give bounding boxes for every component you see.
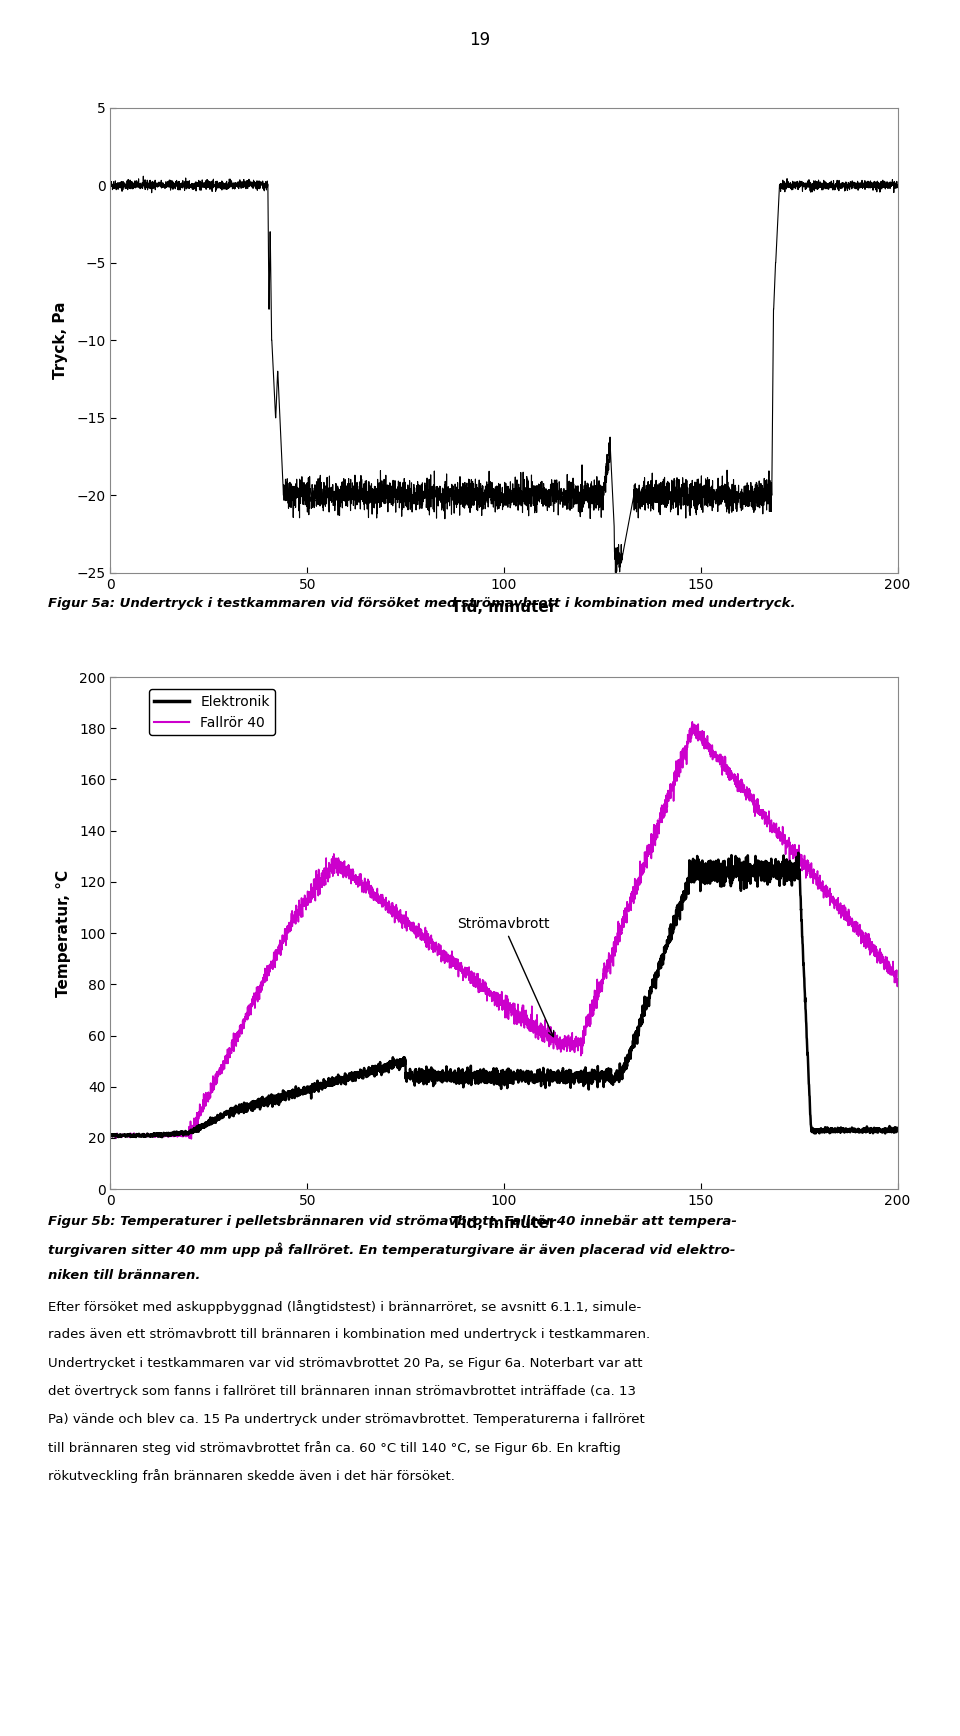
Text: Strömavbrott: Strömavbrott xyxy=(457,917,554,1036)
Text: det övertryck som fanns i fallröret till brännaren innan strömavbrottet inträffa: det övertryck som fanns i fallröret till… xyxy=(48,1385,636,1397)
X-axis label: Tid, minuter: Tid, minuter xyxy=(451,1217,557,1231)
Text: Pa) vände och blev ca. 15 Pa undertryck under strömavbrottet. Temperaturerna i f: Pa) vände och blev ca. 15 Pa undertryck … xyxy=(48,1413,645,1425)
Text: Figur 5a: Undertryck i testkammaren vid försöket med strömavbrott i kombination : Figur 5a: Undertryck i testkammaren vid … xyxy=(48,597,796,609)
Y-axis label: Tryck, Pa: Tryck, Pa xyxy=(53,302,68,378)
X-axis label: Tid, minuter: Tid, minuter xyxy=(451,601,557,615)
Text: rades även ett strömavbrott till brännaren i kombination med undertryck i testka: rades även ett strömavbrott till brännar… xyxy=(48,1328,650,1342)
Text: Undertrycket i testkammaren var vid strömavbrottet 20 Pa, se Figur 6a. Noterbart: Undertrycket i testkammaren var vid strö… xyxy=(48,1356,642,1370)
Text: turgivaren sitter 40 mm upp på fallröret. En temperaturgivare är även placerad v: turgivaren sitter 40 mm upp på fallröret… xyxy=(48,1243,735,1257)
Text: Efter försöket med askuppbyggnad (långtidstest) i brännarröret, se avsnitt 6.1.1: Efter försöket med askuppbyggnad (långti… xyxy=(48,1300,641,1314)
Text: rökutveckling från brännaren skedde även i det här försöket.: rökutveckling från brännaren skedde även… xyxy=(48,1469,455,1483)
Legend: Elektronik, Fallrör 40: Elektronik, Fallrör 40 xyxy=(149,689,276,734)
Text: 19: 19 xyxy=(469,31,491,49)
Text: niken till brännaren.: niken till brännaren. xyxy=(48,1269,201,1281)
Text: till brännaren steg vid strömavbrottet från ca. 60 °C till 140 °C, se Figur 6b. : till brännaren steg vid strömavbrottet f… xyxy=(48,1441,621,1455)
Y-axis label: Temperatur, °C: Temperatur, °C xyxy=(56,870,71,996)
Text: Figur 5b: Temperaturer i pelletsbrännaren vid strömavbrott. Fallrör 40 innebär a: Figur 5b: Temperaturer i pelletsbrännare… xyxy=(48,1215,737,1227)
